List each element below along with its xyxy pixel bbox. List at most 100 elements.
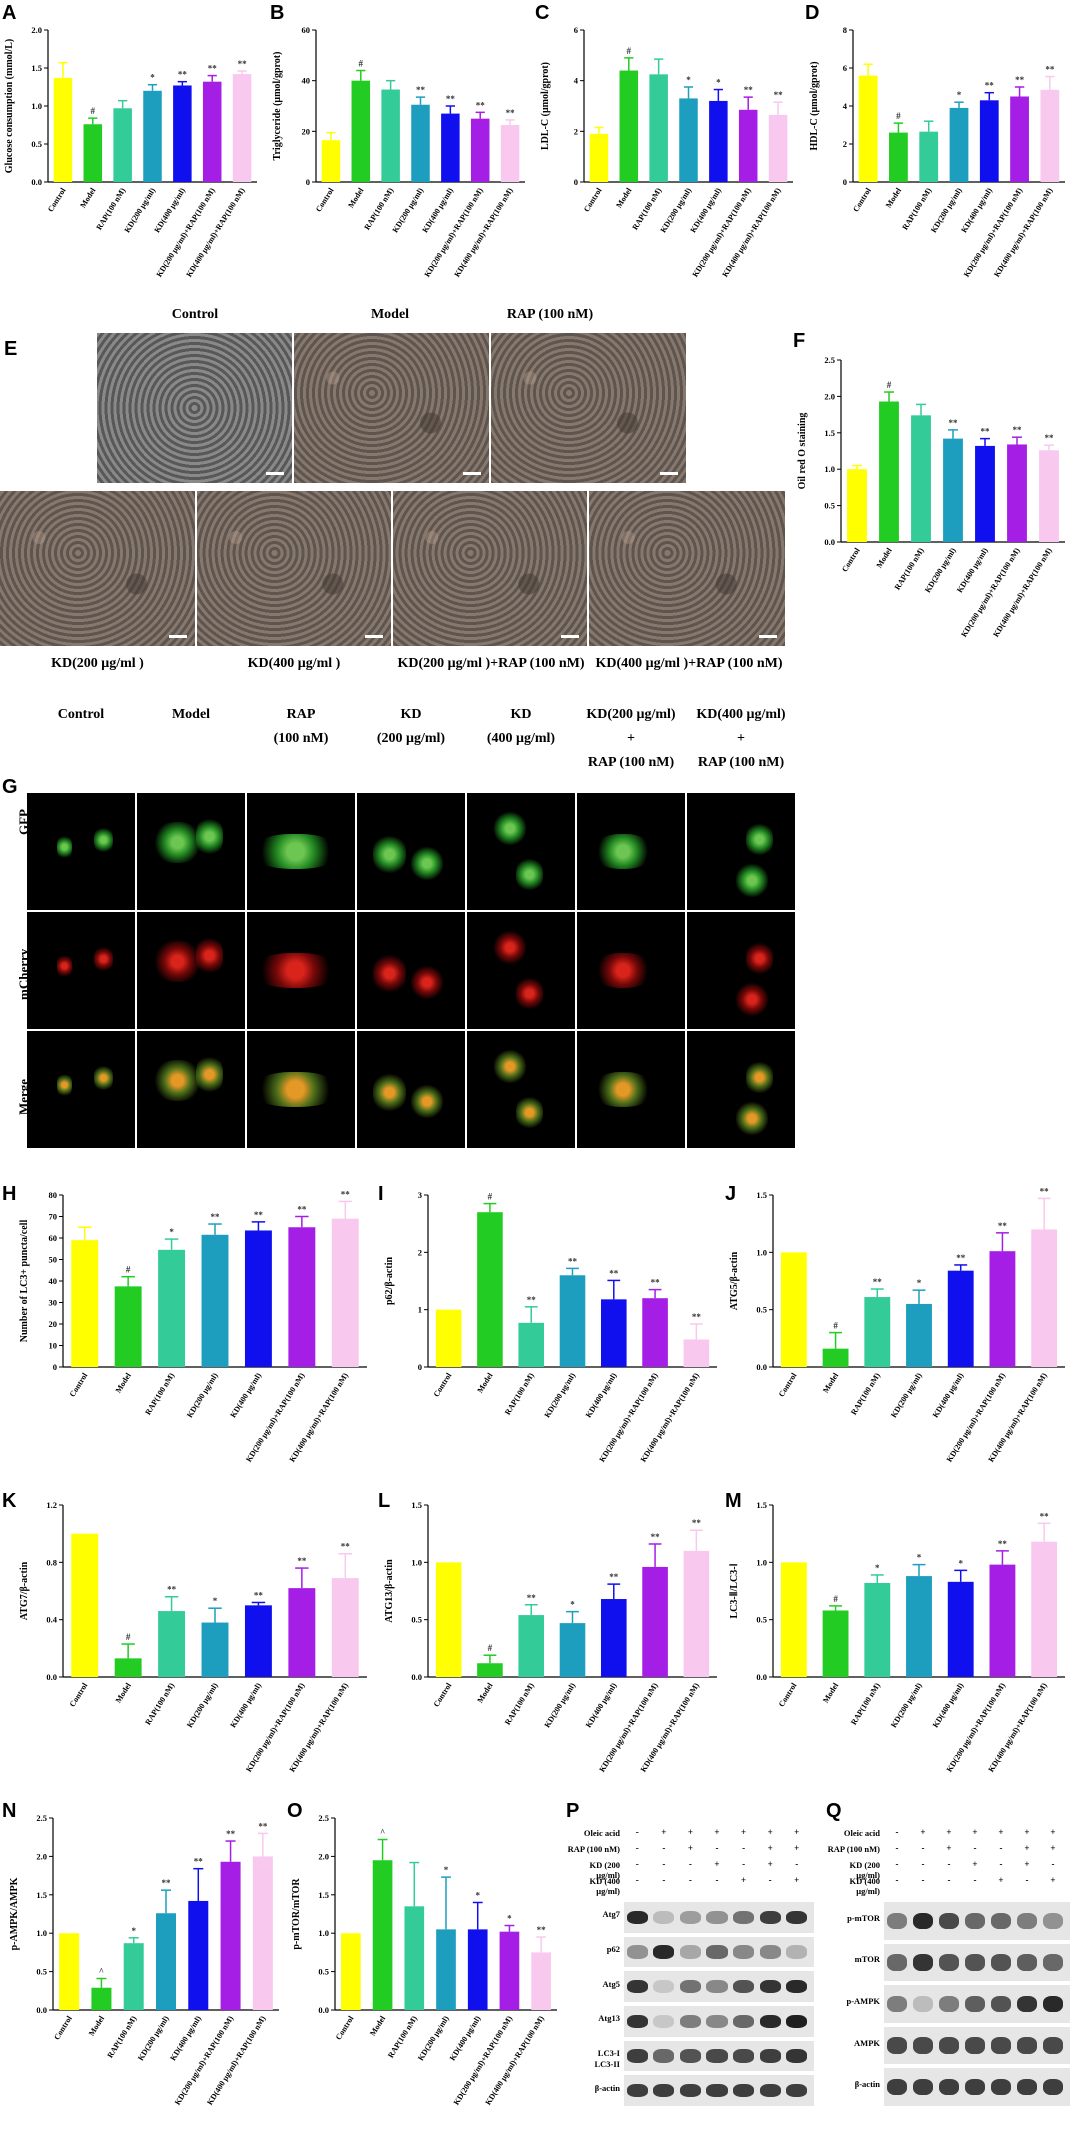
- fluorescence-image: [467, 1031, 575, 1148]
- blot-band: [912, 1912, 934, 1930]
- significance-mark: **: [1040, 1511, 1050, 1521]
- micro-label-kd400: KD(400 μg/ml ): [247, 656, 341, 671]
- y-tick-label: 1.5: [756, 1500, 767, 1510]
- bar: [123, 1943, 144, 2010]
- chart-p-mtor: p-mTOR/mTOR 0.0 0.5 1.0 1.5 2.0 2.5 Control ^ Mod…: [291, 1813, 557, 2107]
- significance-mark: *: [958, 1558, 963, 1568]
- blot-band: [759, 2083, 781, 2098]
- fluorescence-image: [357, 912, 465, 1029]
- x-tick-label: RAP(100 nM): [94, 186, 127, 232]
- bar: [331, 1218, 359, 1367]
- y-axis-label: Glucose consumption (mmol/L): [4, 39, 15, 173]
- chart-p62: p62/β-actin 0 1 2 3 Control # Model ** RAP(100 nM…: [384, 1190, 717, 1464]
- blot-band: [706, 1945, 728, 1959]
- significance-mark: *: [875, 1563, 880, 1573]
- y-tick-label: 3: [418, 1190, 422, 1200]
- significance-mark: **: [506, 108, 516, 118]
- x-tick-label: KD(200 μg/ml): [929, 186, 964, 234]
- cell-body: [93, 1063, 114, 1092]
- bar: [59, 1933, 80, 2010]
- blot-band: [990, 1954, 1012, 1971]
- significance-mark: #: [896, 111, 901, 121]
- y-tick-label: 0.5: [756, 1615, 767, 1625]
- blot-condition-sign: -: [973, 1843, 977, 1853]
- blot-band: [786, 1945, 808, 1959]
- bar: [1031, 1229, 1058, 1367]
- bar: [949, 107, 969, 182]
- blot-band: [912, 2037, 934, 2054]
- bar: [642, 1566, 668, 1677]
- y-tick-label: 0: [306, 177, 310, 187]
- fluorescence-image: [687, 793, 795, 910]
- significance-mark: **: [774, 90, 784, 100]
- blot-band: [732, 2049, 755, 2063]
- blot-band: [679, 2049, 702, 2063]
- fluorescence-image: [137, 793, 245, 910]
- blot-condition-sign: +: [998, 1827, 1004, 1837]
- bar: [947, 1270, 974, 1367]
- cell-body: [515, 976, 543, 1012]
- y-tick-label: 0.5: [824, 501, 835, 511]
- bar: [91, 1987, 112, 2010]
- blot-condition-sign: +: [687, 1843, 693, 1853]
- bar: [467, 1929, 488, 2010]
- x-tick-label: RAP(100 nM): [362, 186, 395, 232]
- x-tick-label: KD(400 μg/ml): [959, 186, 994, 234]
- blot-band: [759, 2014, 781, 2029]
- blot-condition-sign: +: [1024, 1827, 1030, 1837]
- bar: [906, 1576, 932, 1677]
- blot-condition-sign: +: [920, 1827, 926, 1837]
- y-tick-label: 2.0: [31, 25, 42, 35]
- x-tick-label: KD(200 μg/ml)+RAP(100 nM): [959, 546, 1022, 639]
- blot-row-label: Atg13: [598, 2013, 620, 2024]
- blot-condition-sign: +: [946, 1827, 952, 1837]
- significance-mark: **: [651, 1278, 661, 1288]
- blot-condition-sign: +: [794, 1875, 800, 1885]
- x-tick-label: KD(400 μg/ml): [688, 186, 723, 234]
- y-tick-label: 0.0: [411, 1672, 422, 1682]
- bar: [252, 1856, 273, 2010]
- y-tick-label: 0.0: [46, 1672, 57, 1682]
- blot-band: [732, 2083, 755, 2098]
- cell-body: [515, 857, 543, 893]
- y-tick-label: 1.5: [36, 1890, 47, 1900]
- cell-body: [196, 816, 224, 858]
- y-tick-label: 10: [49, 1341, 58, 1351]
- cell-body: [196, 935, 224, 977]
- blot-condition-sign: -: [742, 1859, 746, 1869]
- blot-band: [786, 2083, 808, 2098]
- y-tick-label: 0.5: [318, 1967, 329, 1977]
- blot-band: [653, 2049, 675, 2063]
- cell-body: [57, 833, 73, 860]
- significance-mark: **: [609, 1268, 619, 1278]
- y-tick-label: 30: [49, 1298, 58, 1308]
- western-blot-ampk-mtor: Oleic acid - + + + + + + RAP (100 nM) - - + - - + + KD (…: [826, 1818, 1074, 2118]
- cell-body: [735, 982, 768, 1018]
- fluor-column-header: KD (400 μg/ml): [486, 707, 556, 746]
- y-tick-label: 0.0: [31, 177, 42, 187]
- bar: [113, 108, 132, 182]
- y-tick-label: 2.0: [36, 1851, 47, 1861]
- blot-band: [653, 1910, 675, 1925]
- blot-band: [706, 2049, 728, 2063]
- panel-letter-b: B: [270, 2, 285, 24]
- bar: [906, 1303, 932, 1367]
- blot-condition-sign: +: [1050, 1843, 1056, 1853]
- x-tick-label: Control: [432, 1681, 454, 1709]
- significance-mark: **: [194, 1857, 204, 1867]
- blot-strip: [884, 1902, 1070, 1940]
- x-tick-label: KD(200 μg/ml)+RAP(100 nM): [423, 186, 486, 279]
- x-tick-label: KD(400 μg/ml)+RAP(100 nM): [452, 186, 515, 279]
- significance-mark: *: [957, 90, 962, 100]
- y-tick-label: 0.4: [46, 1615, 57, 1625]
- cell-body: [593, 833, 653, 870]
- significance-mark: #: [359, 59, 364, 69]
- fluorescence-image: [27, 912, 135, 1029]
- cell-body: [373, 952, 406, 994]
- x-tick-label: KD(400 μg/ml): [584, 1371, 619, 1419]
- blot-band: [886, 1954, 908, 1971]
- bar: [232, 74, 252, 182]
- blot-band: [1016, 2078, 1038, 2096]
- significance-mark: **: [527, 1295, 537, 1305]
- y-tick-label: 0.0: [756, 1672, 767, 1682]
